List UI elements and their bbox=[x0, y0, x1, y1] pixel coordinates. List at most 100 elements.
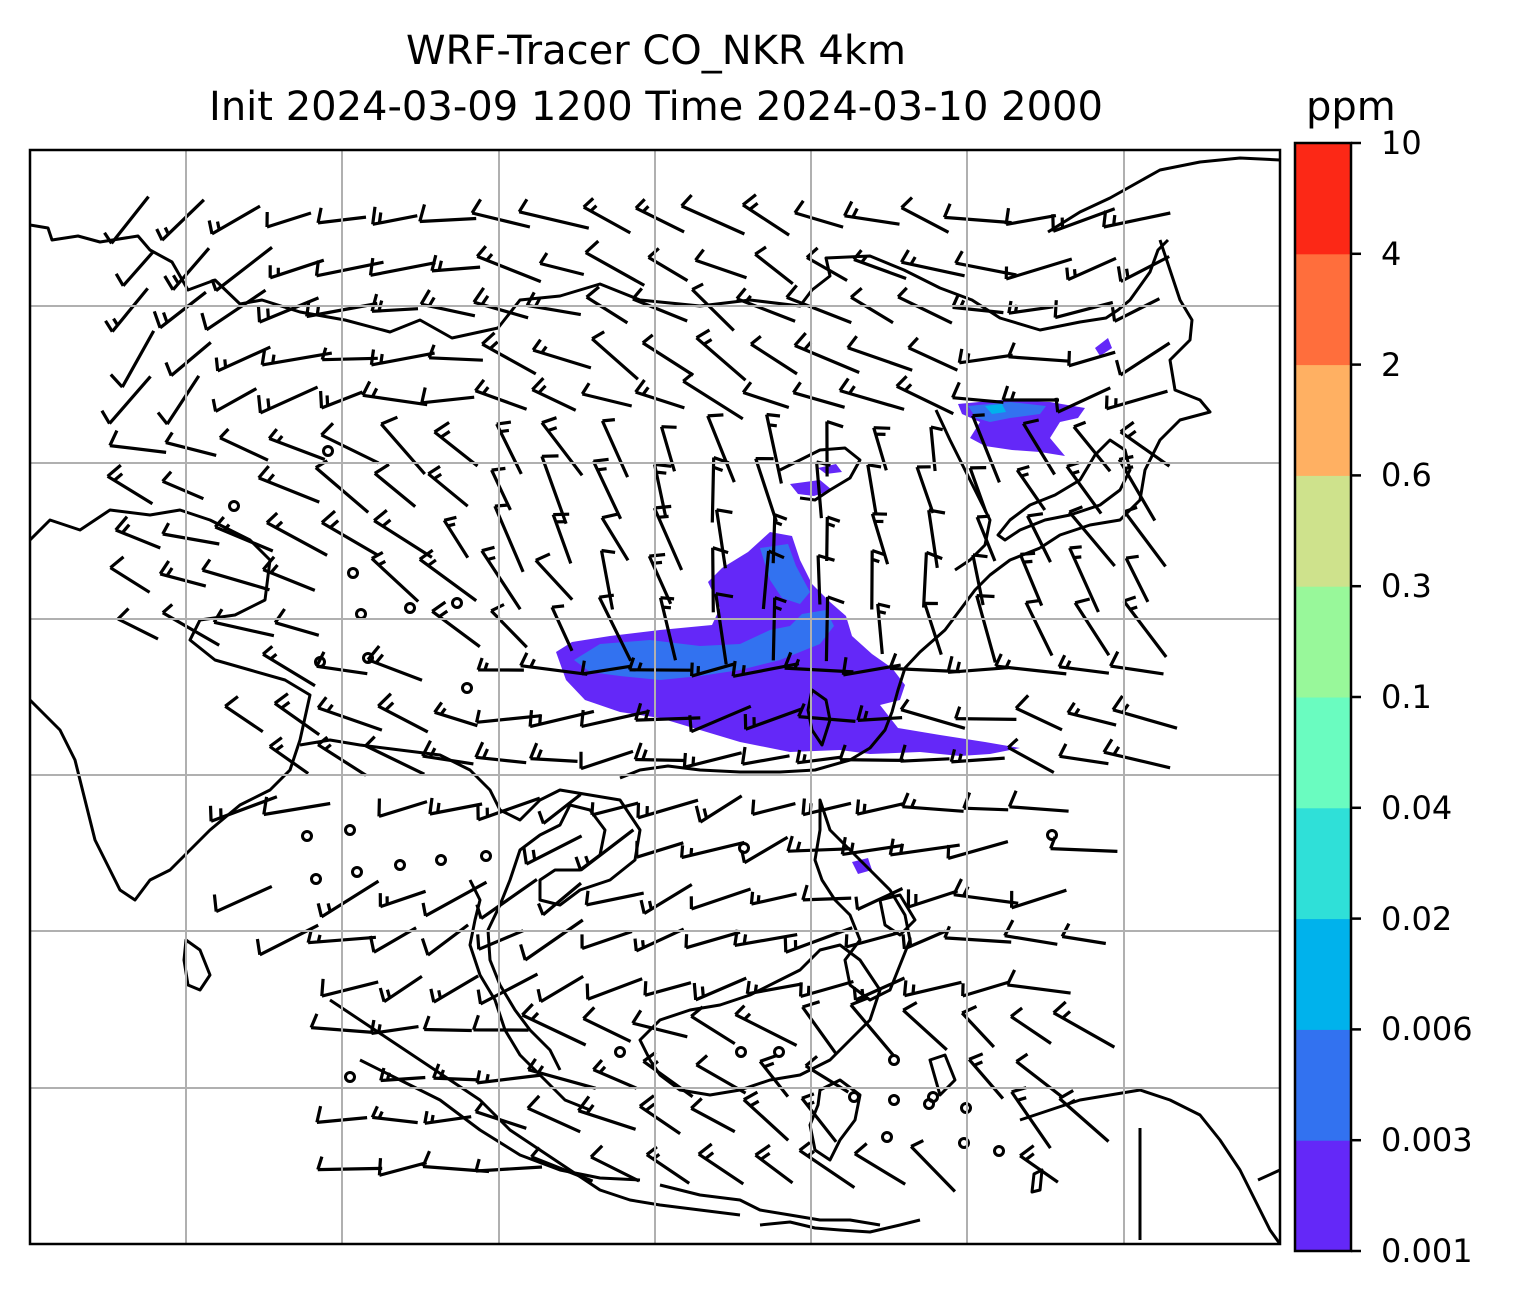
wind-barb bbox=[793, 332, 860, 374]
wind-barb bbox=[754, 1143, 794, 1185]
wind-barb bbox=[634, 379, 685, 410]
wind-barb bbox=[688, 704, 752, 734]
chart-title-line2: Init 2024-03-09 1200 Time 2024-03-10 200… bbox=[209, 84, 1103, 130]
wind-barb bbox=[584, 890, 645, 907]
wind-barb bbox=[690, 1097, 736, 1134]
wind-barb bbox=[591, 330, 639, 381]
wind-barb bbox=[1001, 385, 1059, 402]
wind-barb bbox=[1026, 512, 1052, 563]
wind-barb bbox=[103, 195, 150, 245]
wind-barb bbox=[1024, 599, 1054, 657]
calm-wind-circle bbox=[735, 1046, 747, 1058]
wind-barb bbox=[1010, 1006, 1052, 1045]
wind-barb bbox=[580, 382, 633, 408]
wind-barb bbox=[109, 330, 156, 389]
wind-barb bbox=[536, 975, 585, 1003]
wind-barb bbox=[531, 376, 577, 412]
wind-barb bbox=[922, 550, 943, 608]
wind-barb bbox=[852, 249, 907, 281]
wind-barb bbox=[418, 548, 478, 602]
wind-barb bbox=[749, 891, 797, 906]
wind-barb bbox=[1007, 790, 1069, 813]
wind-barb bbox=[1119, 420, 1171, 468]
wind-barb bbox=[898, 744, 950, 763]
colorbar-segment bbox=[1295, 1140, 1351, 1252]
wind-barb bbox=[537, 881, 583, 917]
colorbar-tick-label: 2 bbox=[1381, 345, 1402, 384]
wind-barb bbox=[949, 749, 1005, 764]
colorbar-tick-label: 0.04 bbox=[1381, 788, 1453, 827]
wind-barb bbox=[876, 602, 891, 655]
wind-barb bbox=[600, 512, 630, 562]
wind-barb bbox=[379, 1067, 426, 1083]
wind-barb bbox=[695, 328, 747, 382]
wind-barb bbox=[771, 513, 788, 564]
calm-wind-circle bbox=[362, 652, 374, 664]
plume-small-3 bbox=[1095, 338, 1112, 356]
wind-barb bbox=[896, 286, 953, 325]
wind-barb bbox=[420, 387, 475, 405]
wind-barb bbox=[943, 925, 1012, 944]
colorbar-segment bbox=[1295, 918, 1351, 1030]
colorbar-tick-label: 0.001 bbox=[1381, 1232, 1473, 1270]
wind-barb bbox=[519, 918, 584, 962]
wind-barb bbox=[793, 199, 844, 229]
wind-barb bbox=[472, 286, 529, 320]
wind-barb bbox=[853, 1142, 907, 1186]
wind-barb bbox=[422, 1015, 472, 1033]
wind-barb bbox=[430, 254, 481, 273]
wind-barbs bbox=[100, 193, 1178, 1193]
wind-barb bbox=[849, 286, 894, 325]
wind-barb bbox=[211, 387, 258, 413]
calm-wind-circle bbox=[461, 682, 473, 694]
wind-barb bbox=[476, 972, 539, 1006]
wind-barb bbox=[475, 1070, 542, 1085]
wind-barb bbox=[474, 378, 528, 411]
wind-barb bbox=[740, 746, 790, 766]
colorbar-tick-label: 0.6 bbox=[1381, 456, 1432, 495]
wind-barb bbox=[371, 206, 418, 226]
wind-barb bbox=[267, 428, 326, 461]
wind-barb bbox=[577, 1095, 637, 1131]
wind-barb bbox=[106, 463, 154, 506]
wind-barb bbox=[754, 457, 778, 522]
wind-barb bbox=[377, 1157, 428, 1177]
colorbar-tick-label: 4 bbox=[1381, 234, 1402, 273]
wind-barb bbox=[420, 923, 470, 957]
wind-barb bbox=[429, 974, 480, 1004]
coast-indochina bbox=[299, 738, 642, 1071]
wind-barb bbox=[1018, 551, 1044, 607]
wind-barb bbox=[475, 245, 542, 284]
coast-java bbox=[659, 1183, 881, 1227]
wind-barb bbox=[476, 796, 541, 822]
coast-china-east bbox=[619, 546, 1041, 780]
wind-barb bbox=[257, 385, 319, 415]
wind-barb bbox=[734, 1004, 798, 1047]
colorbar-tick-label: 0.3 bbox=[1381, 567, 1432, 606]
wind-barb bbox=[1010, 888, 1067, 910]
wind-barb bbox=[909, 1139, 957, 1193]
map-layer bbox=[30, 150, 1280, 1244]
wind-barb bbox=[714, 592, 734, 665]
coast-philippines-2 bbox=[878, 893, 917, 937]
wind-barb bbox=[378, 889, 427, 909]
wind-barb bbox=[262, 796, 331, 817]
wind-barb bbox=[116, 607, 159, 641]
wind-barb bbox=[838, 377, 905, 411]
wind-barb bbox=[268, 258, 325, 280]
wind-barb bbox=[638, 1094, 682, 1136]
wind-barb bbox=[257, 465, 320, 504]
plume-main-core bbox=[574, 610, 834, 680]
wind-barb bbox=[635, 840, 684, 859]
wind-barb bbox=[428, 797, 483, 816]
wind-barb bbox=[967, 1052, 1005, 1100]
wind-barb bbox=[975, 514, 997, 562]
wind-barb bbox=[320, 422, 380, 465]
calm-wind-circle bbox=[404, 602, 416, 614]
wind-barb bbox=[900, 792, 964, 813]
plume-small-2 bbox=[818, 464, 842, 474]
wind-barb bbox=[866, 463, 882, 516]
calm-wind-circle bbox=[314, 656, 326, 668]
wind-barb bbox=[531, 338, 592, 370]
wind-barb bbox=[742, 1090, 790, 1142]
